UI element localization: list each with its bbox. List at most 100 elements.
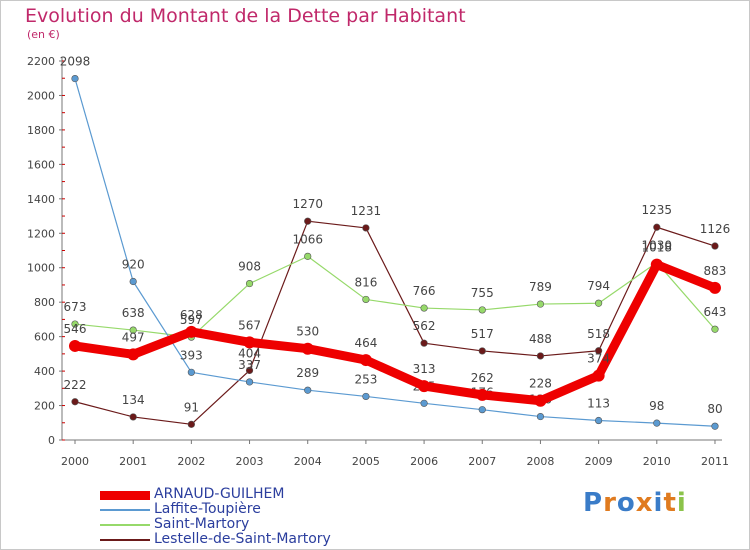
data-label: 883	[704, 264, 727, 278]
data-point	[187, 368, 195, 376]
x-tick-label: 2002	[177, 455, 205, 468]
data-label: 313	[413, 362, 436, 376]
legend-label: Lestelle-de-Saint-Martory	[154, 531, 331, 547]
y-tick-label: 0	[48, 434, 55, 447]
data-label: 546	[64, 322, 87, 336]
data-point	[420, 339, 428, 347]
data-label: 1231	[351, 204, 382, 218]
y-tick-label: 1600	[27, 158, 55, 171]
data-label: 262	[471, 371, 494, 385]
x-tick-label: 2011	[701, 455, 729, 468]
data-label: 597	[180, 313, 203, 327]
logo-letter: i	[676, 488, 687, 518]
data-label: 1066	[292, 232, 323, 246]
data-label: 530	[296, 325, 319, 339]
data-label: 91	[184, 400, 199, 414]
logo-letter: i	[653, 488, 664, 518]
data-point	[595, 299, 603, 307]
data-label: 562	[413, 319, 436, 333]
series-line	[74, 255, 716, 338]
data-label: 794	[587, 279, 610, 293]
legend-swatch	[100, 491, 150, 500]
y-tick-label: 400	[34, 365, 55, 378]
y-tick-label: 1800	[27, 124, 55, 137]
data-point	[653, 223, 661, 231]
legend-swatch	[100, 539, 150, 541]
data-point	[418, 380, 431, 393]
y-tick-label: 2000	[27, 89, 55, 102]
y-tick-label: 1400	[27, 193, 55, 206]
data-label: 134	[122, 393, 145, 407]
y-tick-label: 2200	[27, 55, 55, 68]
data-point	[478, 347, 486, 355]
data-label: 638	[122, 306, 145, 320]
data-point	[420, 304, 428, 312]
data-point	[71, 74, 79, 83]
data-label: 253	[354, 372, 377, 386]
data-label: 920	[122, 258, 145, 272]
legend-swatch	[100, 509, 150, 511]
data-label: 628	[180, 308, 203, 322]
data-point	[708, 281, 721, 294]
x-tick-label: 2000	[61, 455, 89, 468]
data-point	[653, 419, 661, 427]
data-point	[185, 325, 198, 338]
series-line	[70, 260, 720, 406]
y-tick-label: 1200	[27, 227, 55, 240]
data-label: 789	[529, 280, 552, 294]
data-label: 1018	[642, 241, 673, 255]
data-point	[127, 348, 140, 361]
y-tick-label: 600	[34, 331, 55, 344]
x-tick-label: 2003	[236, 455, 264, 468]
data-label: 755	[471, 286, 494, 300]
data-point	[536, 412, 545, 421]
data-point	[245, 279, 254, 288]
data-point	[536, 300, 545, 308]
data-label: 673	[64, 300, 87, 314]
data-label: 517	[471, 327, 494, 341]
data-label: 1030	[642, 239, 673, 253]
y-tick-label: 800	[34, 296, 55, 309]
data-point	[304, 217, 312, 225]
chart-subtitle: (en €)	[27, 28, 60, 41]
data-point	[359, 354, 372, 367]
legend-swatch	[100, 524, 150, 526]
data-point	[476, 388, 489, 401]
x-tick-label: 2006	[410, 455, 438, 468]
data-label: 488	[529, 332, 552, 346]
data-label: 908	[238, 260, 261, 274]
data-label: 643	[704, 305, 727, 319]
data-point	[304, 252, 312, 260]
x-tick-label: 2007	[468, 455, 496, 468]
legend-item-laffite-toupiere: Laffite-Toupière	[100, 501, 360, 518]
data-point	[129, 413, 137, 421]
series-line	[74, 220, 716, 425]
data-point	[711, 422, 719, 430]
x-tick-label: 2001	[119, 455, 147, 468]
data-point	[362, 224, 370, 232]
logo-letter: x	[635, 488, 654, 518]
data-label: 98	[649, 399, 664, 413]
data-point	[595, 347, 603, 355]
data-label: 816	[354, 275, 377, 289]
data-label: 766	[413, 284, 436, 298]
x-tick-label: 2005	[352, 455, 380, 468]
data-label: 228	[529, 377, 552, 391]
data-label: 1126	[700, 222, 731, 236]
data-label: 404	[238, 346, 261, 360]
data-point	[592, 369, 605, 382]
legend-item-saint-martory: Saint-Martory	[100, 516, 360, 533]
data-point	[534, 394, 547, 407]
data-point	[245, 366, 254, 375]
legend-item-arnaud-guilhem: ARNAUD-GUILHEM	[100, 486, 360, 503]
data-point	[595, 416, 603, 425]
data-label: 337	[238, 358, 261, 372]
logo-letter: t	[663, 488, 677, 518]
data-label: 393	[180, 348, 203, 362]
data-point	[71, 320, 79, 328]
legend-label: ARNAUD-GUILHEM	[154, 486, 285, 502]
data-point	[478, 406, 486, 414]
data-point	[129, 326, 137, 334]
data-label: 2098	[60, 55, 91, 69]
data-point	[362, 392, 370, 401]
